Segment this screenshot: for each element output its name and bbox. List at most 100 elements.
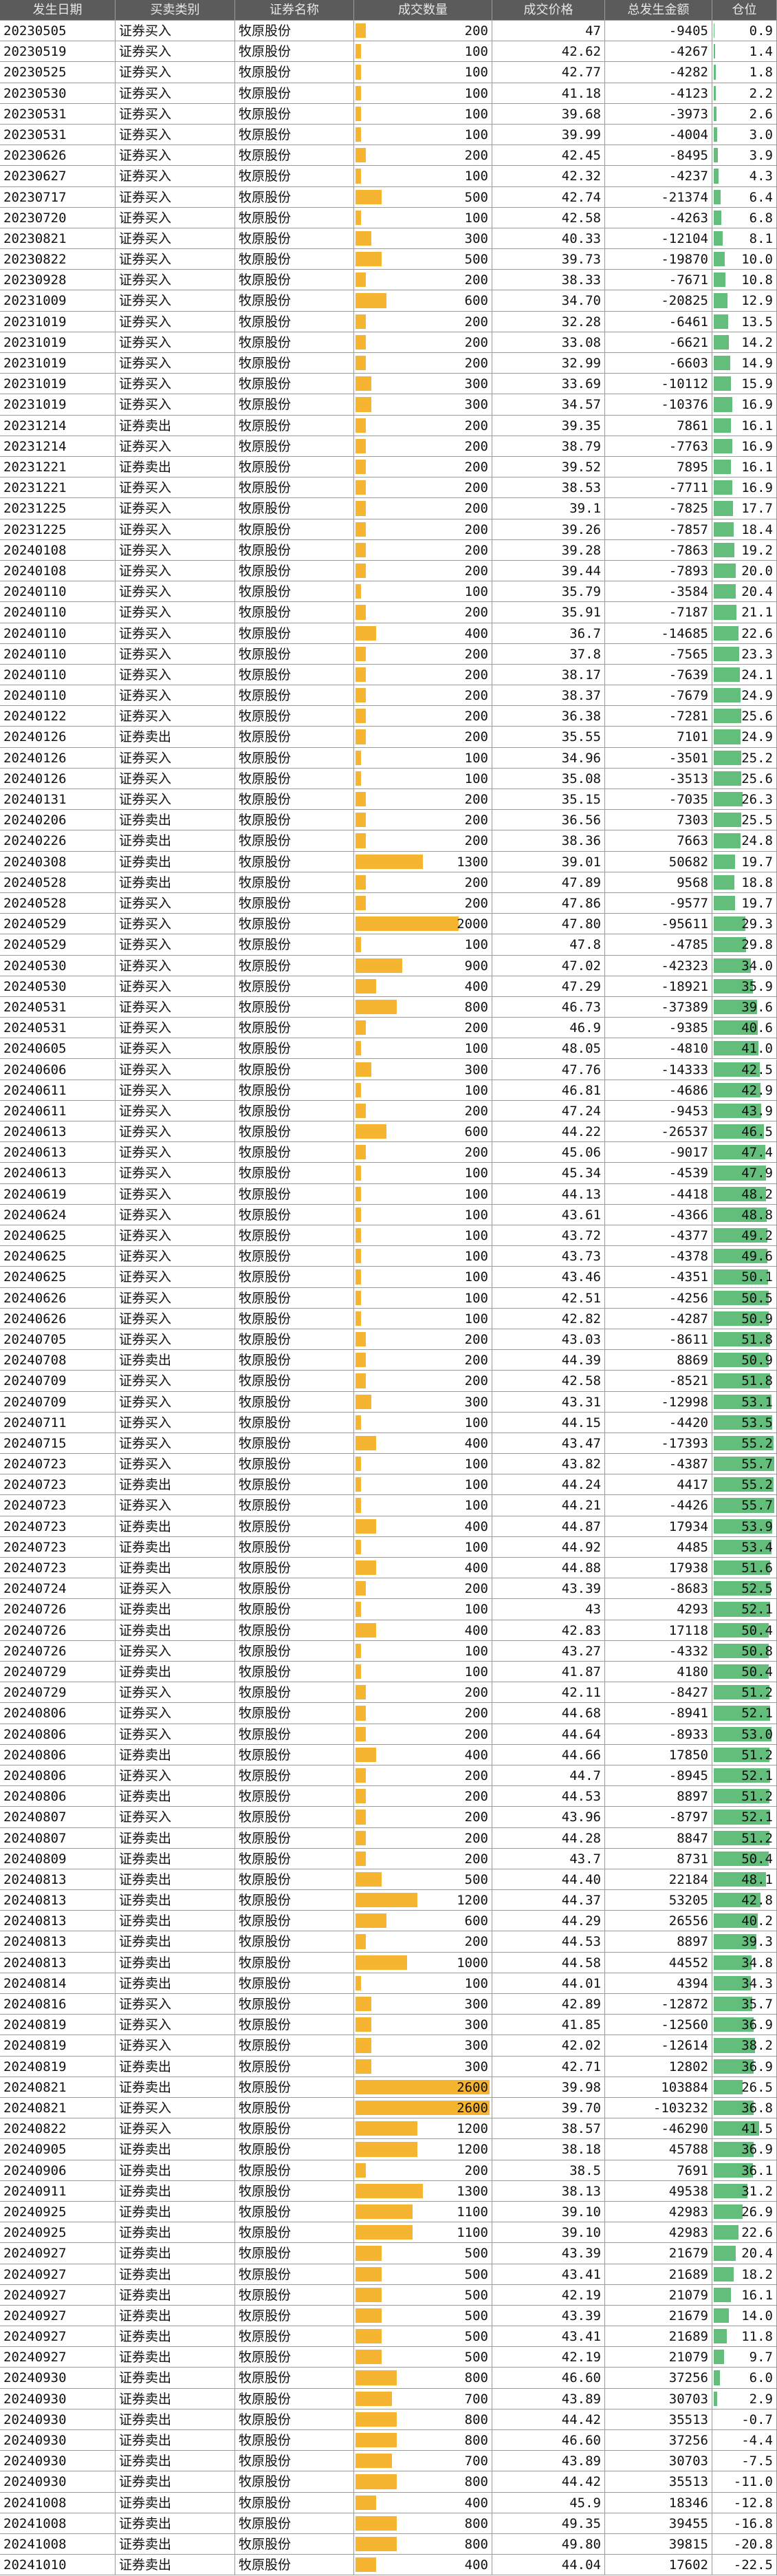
position-bar [714,272,726,288]
amount: 45788 [668,2142,708,2158]
amount-cell: 35513 [605,2471,712,2493]
amount-cell: -4287 [605,1308,712,1329]
security-name-cell: 牧原股份 [235,270,354,291]
security-name: 牧原股份 [239,293,292,309]
amount: -4387 [668,1457,708,1472]
quantity: 100 [464,1415,488,1430]
position: 36.9 [741,2059,773,2074]
position: 36.9 [741,2142,773,2158]
security-name-cell: 牧原股份 [235,1807,354,1828]
quantity: 200 [464,2162,488,2178]
position: 24.8 [741,833,773,849]
date: 20231019 [3,314,67,330]
position-cell: 48.1 [712,1869,777,1891]
position: 52.1 [741,1602,773,1618]
date: 20240925 [3,2225,67,2241]
quantity: 200 [464,709,488,724]
trade-type-cell: 证券买入 [116,643,235,665]
security-name-cell: 牧原股份 [235,2098,354,2119]
date: 20240927 [3,2266,67,2282]
position-cell: 26.5 [712,2076,777,2098]
quantity-cell: 200 [354,1578,492,1600]
price: 44.64 [561,1726,601,1742]
position-cell: 19.7 [712,851,777,872]
price: 48.05 [561,1041,601,1057]
quantity: 500 [464,189,488,205]
trade-type: 证券买入 [119,23,172,39]
amount-cell: -103232 [605,2098,712,2119]
price-cell: 42.58 [492,207,605,228]
date: 20240726 [3,1643,67,1659]
date-cell: 20240813 [0,1890,116,1911]
amount-cell: -21374 [605,186,712,208]
position: 16.1 [741,418,773,433]
date-cell: 20240821 [0,2098,116,2119]
amount-cell: 8869 [605,1350,712,1371]
amount: 4394 [677,1975,708,1991]
price: 38.5 [569,2162,601,2178]
price: 38.17 [561,667,601,683]
quantity: 300 [464,376,488,392]
position: 3.0 [749,127,773,142]
amount-cell: -4378 [605,1246,712,1267]
quantity-bar [355,2017,371,2032]
trade-type-cell: 证券买入 [116,1163,235,1184]
quantity-bar [355,2266,382,2282]
date: 20230928 [3,272,67,288]
position-bar [714,667,741,683]
amount: -9405 [668,23,708,39]
position: 51.8 [741,1331,773,1347]
quantity-bar [355,1581,366,1596]
quantity-cell: 100 [354,62,492,83]
quantity-bar [355,2079,490,2094]
quantity-bar [355,2183,423,2198]
date-cell: 20230717 [0,186,116,208]
position: 48.1 [741,1871,773,1887]
position-cell: 51.2 [712,1827,777,1849]
security-name-cell: 牧原股份 [235,1350,354,1371]
security-name: 牧原股份 [239,729,292,745]
date-cell: 20241008 [0,2492,116,2513]
trade-type-cell: 证券卖出 [116,1786,235,1807]
quantity-bar [355,1290,361,1305]
quantity: 600 [464,293,488,309]
quantity: 300 [464,1394,488,1410]
position-cell: -11.0 [712,2471,777,2493]
position: 40.2 [741,1913,773,1929]
amount-cell: 49538 [605,2180,712,2202]
amount-cell: 17850 [605,1744,712,1765]
trade-type: 证券买入 [119,1706,172,1721]
position-bar [714,1145,765,1160]
amount-cell: -7857 [605,519,712,540]
position-cell: 21.1 [712,602,777,623]
quantity: 100 [464,44,488,60]
amount-cell: 42983 [605,2201,712,2223]
position-cell: -7.5 [712,2451,777,2472]
quantity-cell: 100 [354,747,492,769]
date: 20240905 [3,2142,67,2158]
security-name: 牧原股份 [239,2059,292,2074]
security-name-cell: 牧原股份 [235,498,354,519]
date: 20240625 [3,1228,67,1244]
security-name: 牧原股份 [239,1457,292,1472]
date-cell: 20240624 [0,1204,116,1226]
position-bar [714,1498,774,1513]
position-bar [714,1747,769,1762]
trade-type-cell: 证券买入 [116,623,235,644]
trade-type: 证券卖出 [119,2536,172,2552]
position-cell: 2.6 [712,103,777,125]
date: 20240724 [3,1581,67,1597]
quantity-cell: 2600 [354,2098,492,2119]
trade-type: 证券买入 [119,1249,172,1265]
position-bar [714,895,736,911]
position-bar [714,1373,770,1388]
price: 39.1 [569,501,601,517]
quantity-bar [355,169,361,184]
security-name: 牧原股份 [239,999,292,1015]
trade-type: 证券买入 [119,999,172,1015]
date: 20240110 [3,625,67,641]
quantity: 100 [464,1228,488,1244]
price: 42.58 [561,1373,601,1389]
date-cell: 20230928 [0,270,116,291]
position: 36.9 [741,2017,773,2033]
